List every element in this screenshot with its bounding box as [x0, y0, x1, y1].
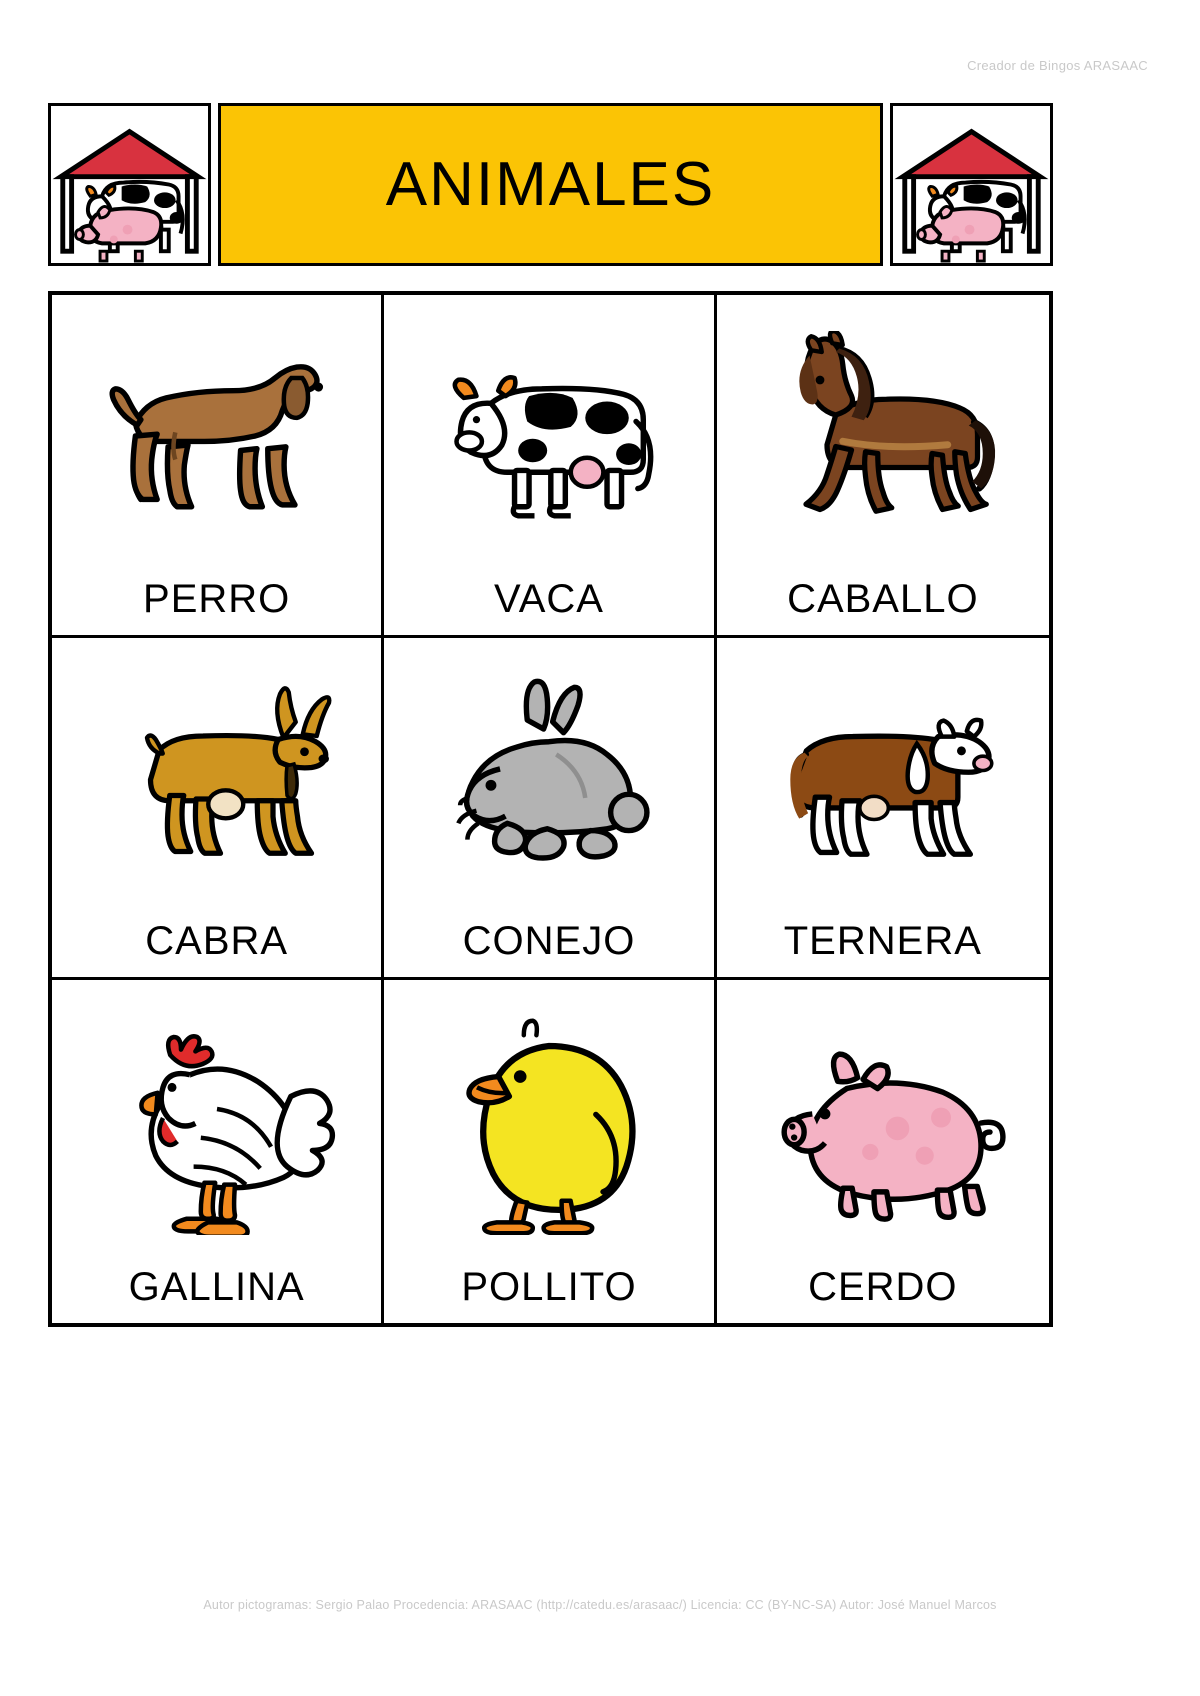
- cell-label: CERDO: [808, 1264, 958, 1309]
- page-title: ANIMALES: [385, 150, 716, 219]
- cell-label: CABRA: [145, 919, 289, 964]
- hen-pictogram: [52, 980, 381, 1265]
- barn-farm-animals-icon: [52, 128, 207, 263]
- bingo-cell-ternera[interactable]: TERNERA: [716, 638, 1049, 981]
- cell-label: CABALLO: [787, 576, 979, 621]
- tool-credit-header: Creador de Bingos ARASAAC: [967, 58, 1148, 73]
- cow-pictogram: [384, 295, 713, 577]
- attribution-footer: Autor pictogramas: Sergio Palao Proceden…: [203, 1598, 997, 1612]
- bingo-cell-gallina[interactable]: GALLINA: [52, 980, 385, 1323]
- cell-label: TERNERA: [783, 919, 982, 964]
- title-row: ANIMALES: [48, 103, 1053, 266]
- cell-label: POLLITO: [461, 1264, 637, 1309]
- chick-pictogram: [384, 980, 713, 1265]
- bingo-cell-conejo[interactable]: CONEJO: [384, 637, 717, 981]
- bingo-cell-cerdo[interactable]: CERDO: [717, 980, 1049, 1323]
- rabbit-pictogram: [384, 638, 713, 920]
- cell-label: CONEJO: [462, 919, 636, 964]
- bingo-grid: PERRO: [48, 291, 1053, 1327]
- cell-label: VACA: [494, 576, 604, 621]
- pig-pictogram: [717, 980, 1049, 1265]
- bingo-cell-pollito[interactable]: POLLITO: [384, 980, 717, 1323]
- barn-farm-animals-icon-right: [890, 103, 1053, 266]
- bingo-cell-vaca[interactable]: VACA: [384, 295, 717, 638]
- goat-pictogram: [52, 638, 381, 920]
- calf-pictogram: [717, 638, 1049, 920]
- bingo-cell-caballo[interactable]: CABALLO: [716, 295, 1049, 638]
- bingo-cell-perro[interactable]: PERRO: [52, 295, 385, 638]
- barn-farm-animals-icon-left: [48, 103, 211, 266]
- barn-farm-animals-icon: [894, 128, 1049, 263]
- bingo-cell-cabra[interactable]: CABRA: [52, 637, 385, 981]
- board-title-bar: ANIMALES: [218, 103, 883, 266]
- cell-label: PERRO: [143, 576, 291, 621]
- dog-pictogram: [52, 295, 381, 577]
- cell-label: GALLINA: [128, 1264, 305, 1309]
- horse-pictogram: [717, 295, 1049, 577]
